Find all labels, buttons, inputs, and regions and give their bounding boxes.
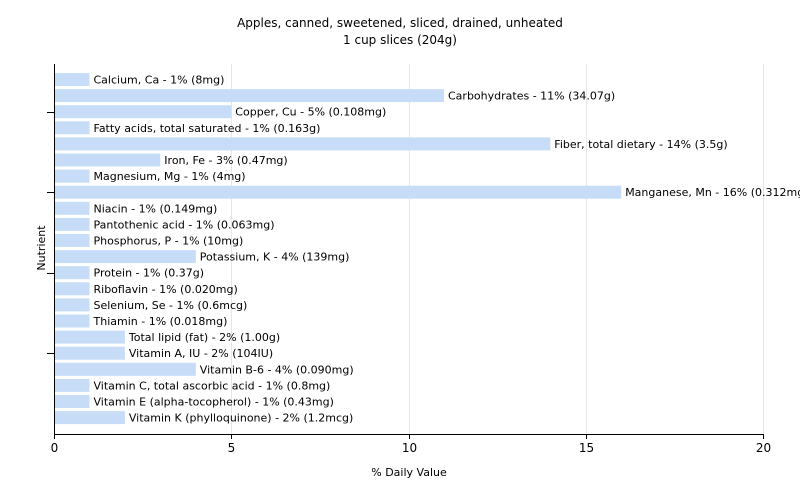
bar-label: Carbohydrates - 11% (34.07g) bbox=[448, 90, 615, 103]
bar-label: Vitamin E (alpha-tocopherol) - 1% (0.43m… bbox=[94, 396, 334, 409]
bar bbox=[55, 330, 125, 344]
bar bbox=[55, 89, 444, 103]
bar-label: Total lipid (fat) - 2% (1.00g) bbox=[128, 331, 280, 344]
bar bbox=[55, 411, 125, 425]
bar bbox=[55, 201, 90, 215]
bar-label: Riboflavin - 1% (0.020mg) bbox=[94, 283, 238, 296]
bar-label: Niacin - 1% (0.149mg) bbox=[94, 202, 218, 215]
bar bbox=[55, 169, 90, 183]
x-tick-label: 15 bbox=[579, 441, 594, 455]
axes: 0 5 10 15 20 bbox=[47, 64, 771, 455]
bar bbox=[55, 346, 125, 360]
x-axis-label: % Daily Value bbox=[371, 466, 447, 479]
x-tick-label: 5 bbox=[228, 441, 236, 455]
bar-label: Vitamin B-6 - 4% (0.090mg) bbox=[200, 363, 354, 376]
bar bbox=[55, 378, 90, 392]
bar-label: Selenium, Se - 1% (0.6mcg) bbox=[94, 299, 248, 312]
x-tick-label: 0 bbox=[51, 441, 59, 455]
bar-label: Vitamin A, IU - 2% (104IU) bbox=[129, 347, 273, 360]
bar-label: Vitamin C, total ascorbic acid - 1% (0.8… bbox=[94, 379, 331, 392]
bar bbox=[55, 250, 196, 264]
bar-label: Copper, Cu - 5% (0.108mg) bbox=[235, 106, 386, 119]
chart-title: Apples, canned, sweetened, sliced, drain… bbox=[237, 16, 563, 30]
bar bbox=[55, 153, 161, 167]
bar-label: Fiber, total dietary - 14% (3.5g) bbox=[554, 138, 727, 151]
bar-label: Manganese, Mn - 16% (0.312mg) bbox=[625, 186, 800, 199]
bar bbox=[55, 395, 90, 408]
bar bbox=[55, 362, 196, 376]
bar-label: Iron, Fe - 3% (0.47mg) bbox=[164, 154, 287, 167]
bar-label: Magnesium, Mg - 1% (4mg) bbox=[94, 170, 246, 183]
x-tick-label: 10 bbox=[402, 441, 417, 455]
y-axis-label: Nutrient bbox=[35, 225, 48, 271]
bar bbox=[55, 234, 90, 247]
bar bbox=[55, 185, 622, 199]
bar bbox=[55, 73, 90, 86]
bar-label: Phosphorus, P - 1% (10mg) bbox=[94, 235, 244, 248]
bar bbox=[55, 105, 232, 119]
grid bbox=[231, 64, 764, 434]
bar bbox=[55, 137, 551, 151]
bar bbox=[55, 298, 90, 312]
chart-subtitle: 1 cup slices (204g) bbox=[343, 33, 457, 47]
bar-label: Fatty acids, total saturated - 1% (0.163… bbox=[94, 122, 321, 135]
bar-label: Vitamin K (phylloquinone) - 2% (1.2mcg) bbox=[129, 412, 353, 425]
bar-label: Potassium, K - 4% (139mg) bbox=[200, 251, 350, 264]
bar-label: Protein - 1% (0.37g) bbox=[94, 267, 205, 280]
x-tick-label: 20 bbox=[756, 441, 771, 455]
bar bbox=[55, 314, 90, 328]
bar bbox=[55, 121, 90, 135]
bar-label: Calcium, Ca - 1% (8mg) bbox=[94, 74, 225, 87]
bars: Calcium, Ca - 1% (8mg) Carbohydrates - 11… bbox=[55, 73, 800, 425]
bar-label: Thiamin - 1% (0.018mg) bbox=[93, 315, 228, 328]
bar-label: Pantothenic acid - 1% (0.063mg) bbox=[94, 218, 275, 231]
bar bbox=[55, 217, 90, 231]
bar bbox=[55, 266, 90, 280]
bar bbox=[55, 282, 90, 296]
